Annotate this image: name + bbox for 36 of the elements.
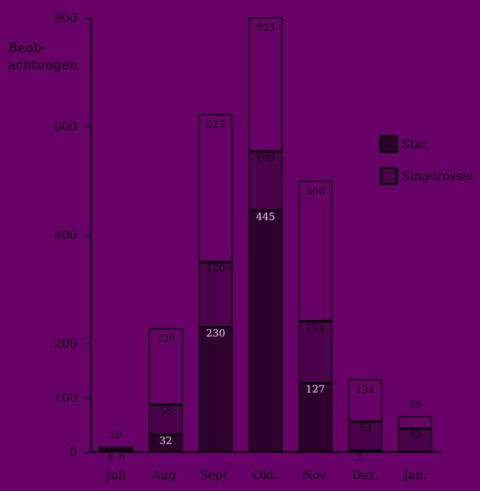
data-label: 445 xyxy=(256,212,276,224)
data-label: 230 xyxy=(206,328,226,340)
y-tick-label: 600 xyxy=(54,120,77,134)
x-tick-label: Sept. xyxy=(200,468,232,482)
data-label: 127 xyxy=(306,384,325,396)
data-label: 53 xyxy=(358,423,372,434)
data-label: 3 xyxy=(356,454,362,464)
y-tick-label: 0 xyxy=(69,445,77,459)
total-label: 623 xyxy=(206,120,226,131)
data-label: 32 xyxy=(159,436,172,448)
y-tick-label: 200 xyxy=(54,336,77,350)
x-tick-label: Jan. xyxy=(401,468,427,482)
x-tick-label: Dez. xyxy=(352,468,379,482)
x-tick-label: Aug. xyxy=(150,468,180,482)
total-label: 134 xyxy=(356,384,375,396)
bar xyxy=(98,446,133,450)
legend-label: Star xyxy=(402,137,428,151)
data-label: 120 xyxy=(206,264,226,275)
x-tick-label: Juli xyxy=(104,468,126,482)
data-label: 109 xyxy=(256,152,276,164)
y-tick-label: 800 xyxy=(54,11,77,25)
data-label: 4 xyxy=(107,454,114,464)
total-label: 803 xyxy=(256,22,276,34)
total-label: 228 xyxy=(156,334,176,345)
data-label: 114 xyxy=(306,322,325,334)
data-label: 43 xyxy=(408,430,422,442)
total-label: 10 xyxy=(110,430,122,442)
data-label: 55 xyxy=(159,406,172,418)
y-tick-label: 400 xyxy=(54,228,77,242)
y-tick-label: 100 xyxy=(54,390,77,405)
x-tick-label: Okt. xyxy=(252,468,278,482)
total-label: 500 xyxy=(306,186,325,198)
total-label: 66 xyxy=(408,400,422,411)
y-axis-title: Beob- achtungen xyxy=(8,41,78,73)
legend-label: Singdrossel xyxy=(402,169,474,183)
x-tick-label: Nov. xyxy=(302,468,329,482)
